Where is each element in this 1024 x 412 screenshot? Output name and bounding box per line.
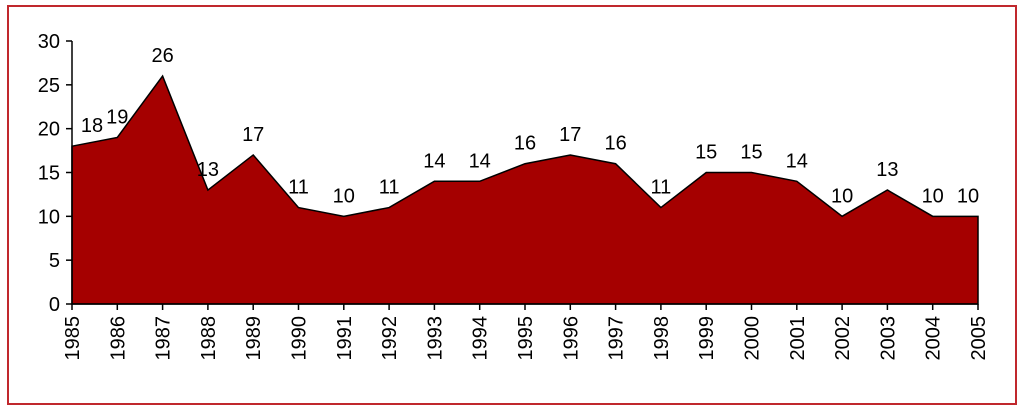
data-label: 14	[469, 150, 491, 172]
data-label: 17	[559, 124, 581, 146]
data-label: 11	[288, 177, 309, 199]
y-tick-label: 25	[38, 75, 60, 97]
y-tick-label: 10	[38, 206, 60, 228]
y-tick-label: 0	[49, 294, 60, 316]
x-tick-label: 1989	[243, 316, 265, 361]
data-label: 16	[514, 133, 536, 155]
x-tick-label: 1987	[153, 316, 175, 361]
area	[71, 74, 979, 305]
data-label: 14	[423, 150, 445, 172]
data-label: 10	[957, 185, 979, 207]
x-tick-label: 2000	[742, 316, 764, 361]
data-label: 11	[651, 177, 672, 199]
x-tick-label: 1985	[62, 316, 84, 361]
y-tick-label: 5	[49, 250, 60, 272]
x-tick-label: 1986	[107, 316, 129, 361]
x-tick-label: 1992	[379, 316, 401, 361]
x-tick-label: 1993	[424, 316, 446, 361]
x-tick-label: 1996	[560, 316, 582, 361]
data-label: 10	[831, 185, 853, 207]
data-label: 10	[922, 185, 944, 207]
data-label: 16	[604, 133, 626, 155]
data-label: 18	[81, 115, 103, 137]
x-tick-label: 2004	[923, 316, 945, 361]
data-label: 15	[740, 142, 762, 164]
data-label: 11	[379, 177, 400, 199]
x-tick-label: 1994	[470, 316, 492, 361]
x-tick-label: 1998	[651, 316, 673, 361]
x-tick-label: 1990	[289, 316, 311, 361]
data-label: 13	[197, 159, 219, 181]
x-tick-label: 1988	[198, 316, 220, 361]
data-label: 13	[876, 159, 898, 181]
y-tick-label: 30	[38, 31, 60, 53]
data-label: 17	[242, 124, 264, 146]
data-label: 10	[333, 185, 355, 207]
y-tick-label: 15	[38, 163, 60, 185]
data-label: 14	[786, 150, 808, 172]
data-label: 15	[695, 142, 717, 164]
data-label: 26	[151, 45, 173, 67]
x-tick-label: 2002	[832, 316, 854, 361]
x-tick-label: 1999	[696, 316, 718, 361]
x-tick-label: 2005	[968, 316, 990, 361]
x-tick-label: 1995	[515, 316, 537, 361]
y-tick-label: 20	[38, 119, 60, 141]
x-tick-label: 2001	[787, 316, 809, 361]
x-tick-label: 1997	[606, 316, 628, 361]
x-tick-label: 1991	[334, 316, 356, 361]
x-tick-label: 2003	[877, 316, 899, 361]
data-label: 19	[106, 106, 128, 128]
